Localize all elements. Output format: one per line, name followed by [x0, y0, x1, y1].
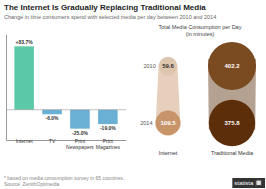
panel-subtitle: (in minutes) [186, 31, 215, 37]
row-label: 2014 [140, 120, 152, 126]
row-label: 2010 [144, 63, 156, 69]
x-tick-label-line: Newspapers [66, 144, 94, 150]
data-label: -25.0% [72, 130, 88, 136]
y-axis [6, 35, 7, 141]
bar-plot [6, 35, 126, 141]
source-note-line: Source: ZenithOptimedia [4, 181, 60, 187]
x-tick-label: PrintNewspapers [66, 138, 94, 150]
bubble-label: 402.2 [224, 63, 240, 69]
x-tick: PrintMagazines [96, 138, 121, 150]
x-tick-label: TV [49, 138, 56, 144]
x-tick-label-line: Internet [16, 138, 34, 144]
badge-background [232, 178, 265, 188]
panel-title: Total Media Consumption per Day [159, 24, 242, 30]
x-tick-label-line: TV [49, 138, 56, 144]
bar [70, 110, 90, 129]
x-tick-label: Internet [16, 138, 34, 144]
x-tick: PrintNewspapers [66, 138, 94, 150]
bubble [208, 42, 256, 90]
bubble [159, 57, 177, 75]
badge-text: statista 🔲 [234, 179, 263, 187]
data-label: -19.0% [100, 125, 116, 131]
x-axis: Internet TV PrintNewspapersPrintMagazines [7, 138, 127, 150]
bar [14, 46, 34, 109]
x-tick-label-line: Magazines [96, 144, 121, 150]
subtitle: Change in time consumers spend with sele… [4, 14, 216, 20]
bubbles [155, 42, 256, 146]
bubble-label: 59.6 [162, 63, 174, 69]
bubble-labels: 59.6 402.2 109.5 375.8 [160, 63, 240, 126]
bubble-plot: Total Media Consumption per Day(in minut… [140, 24, 256, 156]
bars [14, 46, 117, 128]
title: The Internet Is Gradually Replacing Trad… [4, 3, 206, 12]
x-tick: TV [49, 138, 56, 144]
x-tick-label: PrintMagazines [96, 138, 121, 150]
bar [98, 110, 118, 124]
bubble-label: 109.5 [160, 120, 176, 126]
badge: statista 🔲 [232, 178, 265, 188]
column-label: Traditional Media [211, 150, 254, 156]
bubble-label: 375.8 [224, 120, 240, 126]
source-note: * based on media consumption survey in 6… [4, 175, 124, 187]
data-label: +83.7% [16, 39, 34, 45]
bar [42, 110, 62, 115]
data-labels: +83.7% -6.0% -25.0% -19.0% [16, 39, 117, 135]
data-label: -6.0% [46, 115, 60, 121]
bubble [209, 100, 255, 146]
x-tick: Internet [16, 138, 34, 144]
bubble [155, 110, 180, 135]
y-axis-line [6, 35, 7, 141]
zero-line [6, 109, 126, 110]
chart-root: The Internet Is Gradually Replacing Trad… [0, 0, 266, 189]
column-label: Internet [159, 150, 178, 156]
